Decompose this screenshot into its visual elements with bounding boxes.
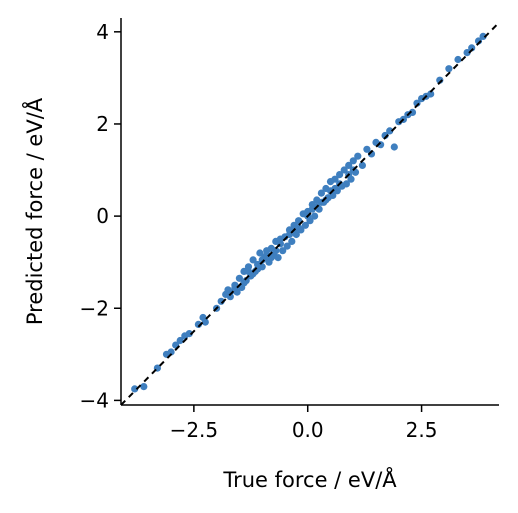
data-point	[249, 256, 257, 264]
x-tick-label: 2.5	[406, 418, 438, 442]
x-tick-label: −2.5	[170, 418, 219, 442]
data-point	[272, 247, 280, 255]
data-point	[231, 283, 239, 292]
data-point	[283, 242, 291, 250]
y-tick-label: −4	[80, 388, 109, 412]
data-point	[463, 49, 471, 57]
data-point	[244, 267, 253, 275]
data-point	[295, 224, 303, 232]
data-point	[336, 171, 344, 179]
data-point	[317, 189, 325, 197]
data-point	[408, 108, 417, 116]
points-layer	[131, 32, 487, 393]
data-point	[427, 90, 435, 98]
x-axis-title: True force / eV/Å	[222, 466, 397, 492]
data-point	[386, 127, 394, 135]
data-point	[167, 348, 175, 356]
data-point	[454, 55, 462, 64]
data-point	[358, 161, 366, 169]
data-point	[288, 237, 296, 245]
data-point	[301, 221, 309, 229]
data-point	[445, 65, 453, 73]
y-ticks: −4 −2 0 2 4	[80, 20, 121, 412]
identity-reference-line	[120, 21, 500, 406]
data-point	[363, 145, 371, 153]
y-tick-label: 0	[96, 204, 109, 228]
data-point	[331, 175, 339, 183]
data-point	[274, 254, 282, 262]
data-point	[256, 249, 264, 257]
data-point	[131, 385, 139, 393]
data-point	[479, 32, 487, 41]
y-tick-label: 4	[96, 20, 109, 44]
data-point	[308, 205, 316, 213]
data-point	[311, 212, 319, 220]
data-point	[349, 157, 357, 165]
data-point	[390, 143, 398, 151]
x-ticks: −2.5 0.0 2.5	[170, 405, 438, 442]
data-point	[342, 180, 350, 188]
data-point	[340, 166, 348, 174]
data-point	[279, 247, 287, 255]
y-tick-label: −2	[80, 296, 109, 320]
x-tick-label: 0.0	[292, 418, 324, 442]
data-point	[140, 383, 148, 391]
y-tick-label: 2	[96, 112, 109, 136]
data-point	[201, 318, 209, 326]
data-point	[345, 161, 353, 169]
data-point	[354, 152, 362, 160]
y-axis-title: Predicted force / eV/Å	[21, 97, 47, 325]
data-point	[240, 279, 248, 287]
data-point	[176, 336, 184, 345]
data-point	[235, 274, 243, 282]
data-point	[185, 330, 193, 338]
